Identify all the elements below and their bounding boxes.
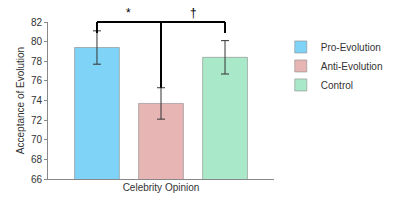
- svg-text:70: 70: [31, 134, 43, 145]
- svg-text:66: 66: [31, 174, 43, 185]
- svg-text:Acceptance of Evolution: Acceptance of Evolution: [15, 47, 26, 154]
- svg-text:78: 78: [31, 56, 43, 67]
- svg-text:†: †: [190, 6, 197, 20]
- svg-text:Celebrity Opinion: Celebrity Opinion: [123, 182, 200, 193]
- svg-text:68: 68: [31, 154, 43, 165]
- svg-text:82: 82: [31, 17, 43, 28]
- svg-text:74: 74: [31, 95, 43, 106]
- svg-text:Control: Control: [321, 80, 353, 91]
- svg-text:76: 76: [31, 75, 43, 86]
- svg-text:72: 72: [31, 115, 43, 126]
- svg-text:80: 80: [31, 36, 43, 47]
- svg-text:Pro-Evolution: Pro-Evolution: [321, 42, 381, 53]
- svg-text:*: *: [126, 6, 131, 20]
- svg-text:Anti-Evolution: Anti-Evolution: [321, 61, 383, 72]
